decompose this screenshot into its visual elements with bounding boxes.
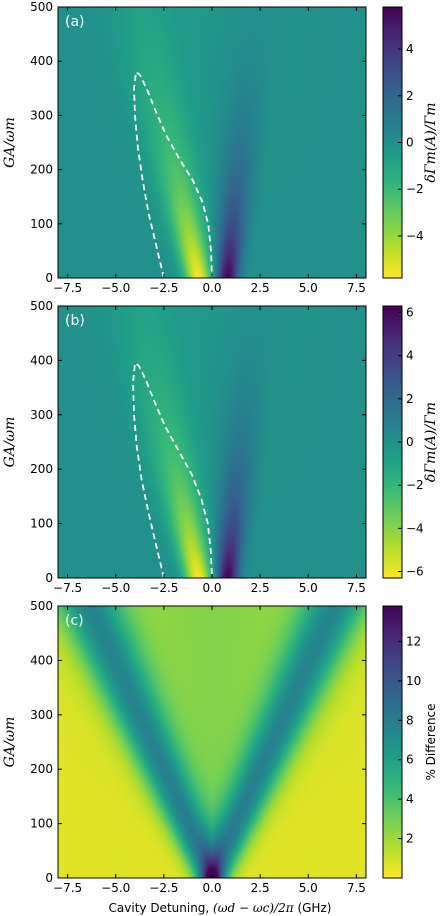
x-tick-label: 7.5: [347, 281, 366, 295]
y-tick-label: 0: [45, 571, 53, 585]
y-tick-label: 200: [30, 762, 53, 776]
panel-label: (c): [65, 613, 84, 629]
y-tick-label: 400: [30, 653, 53, 667]
colorbar-tick-label: 0: [406, 136, 414, 150]
y-axis-label: GA/ωm: [2, 417, 18, 468]
panel-1: −7.5 −5.0 −2.5 0.0 2.5 5.0 7.5 0 100 200 300 400 500…: [2, 0, 439, 295]
x-tick-label: 7.5: [347, 881, 366, 895]
x-tick-label: 0.0: [202, 881, 221, 895]
x-tick-label: 7.5: [347, 581, 366, 595]
colorbar-tick-label: 10: [406, 674, 421, 688]
colorbar-tick-label: 6: [406, 753, 414, 767]
x-tick-label: 0.0: [202, 281, 221, 295]
x-tick-label: −5.0: [101, 881, 130, 895]
colorbar: 2 4 6 8 10 12 % Difference: [382, 605, 438, 879]
x-tick-label: 5.0: [299, 281, 318, 295]
x-tick-label: 2.5: [251, 581, 270, 595]
x-tick-label: −2.5: [149, 281, 178, 295]
panel-2: −7.5 −5.0 −2.5 0.0 2.5 5.0 7.5 0 100 200 300 400 500…: [2, 299, 439, 595]
colorbar-gradient: [382, 605, 403, 879]
colorbar-tick-label: −4: [406, 229, 424, 243]
x-axis-label: Cavity Detuning, (ωd − ωc)/2π (GHz): [109, 901, 332, 915]
colorbar-tick-label: 6: [406, 305, 414, 319]
y-axis-label: GA/ωm: [2, 717, 18, 768]
y-tick-label: 400: [30, 54, 53, 68]
x-axis-label-text: Cavity Detuning,: [109, 901, 214, 915]
panel-label: (b): [65, 313, 85, 329]
colorbar-tick-label: −6: [406, 565, 424, 579]
y-tick-label: 300: [30, 708, 53, 722]
x-tick-label: −7.5: [53, 881, 82, 895]
x-axis-label-unit: (GHz): [294, 901, 332, 915]
x-tick-label: −2.5: [149, 581, 178, 595]
colorbar-tick-label: 4: [406, 42, 414, 56]
y-tick-label: 200: [30, 462, 53, 476]
contour-line: [132, 361, 213, 579]
colorbar-tick-label: 4: [406, 349, 414, 363]
y-tick-label: 100: [30, 517, 53, 531]
colorbar: −6 −4 −2 0 2 4 6 δΓm(A)/Γm: [382, 305, 439, 579]
x-tick-label: 2.5: [251, 881, 270, 895]
colorbar-tick-label: 12: [406, 634, 421, 648]
x-tick-label: −5.0: [101, 581, 130, 595]
heatmap-image: [58, 306, 366, 578]
x-tick-label: 0.0: [202, 581, 221, 595]
y-tick-label: 300: [30, 408, 53, 422]
y-tick-label: 100: [30, 217, 53, 231]
colorbar-label: δΓm(A)/Γm: [423, 402, 439, 482]
panel-label: (a): [65, 14, 85, 30]
colorbar-tick-label: −2: [406, 478, 424, 492]
y-tick-label: 500: [30, 599, 53, 613]
colorbar-tick-label: 0: [406, 435, 414, 449]
x-tick-label: −5.0: [101, 281, 130, 295]
x-axis-label-math: (ωd − ωc)/2π: [213, 901, 295, 915]
colorbar-label: δΓm(A)/Γm: [423, 102, 439, 182]
x-tick-label: −7.5: [53, 281, 82, 295]
heatmap-image: [58, 606, 366, 878]
colorbar-tick-label: 4: [406, 792, 414, 806]
x-tick-label: 5.0: [299, 581, 318, 595]
y-tick-label: 500: [30, 0, 53, 14]
y-tick-label: 300: [30, 108, 53, 122]
colorbar-label: % Difference: [424, 703, 438, 780]
y-tick-label: 200: [30, 163, 53, 177]
colorbar-tick-label: 8: [406, 713, 414, 727]
x-tick-label: −2.5: [149, 881, 178, 895]
panel-3: −7.5 −5.0 −2.5 0.0 2.5 5.0 7.5 0 100 200 300 400 500…: [2, 599, 438, 915]
x-tick-label: 2.5: [251, 281, 270, 295]
heatmap-image: [58, 7, 366, 278]
y-tick-label: 400: [30, 353, 53, 367]
colorbar-tick-label: 2: [406, 832, 414, 846]
x-tick-label: 5.0: [299, 881, 318, 895]
colorbar-tick-label: −2: [406, 182, 424, 196]
y-tick-label: 100: [30, 817, 53, 831]
contour-line: [133, 70, 213, 279]
colorbar: −4 −2 0 2 4 δΓm(A)/Γm: [382, 6, 439, 279]
colorbar-tick-label: 2: [406, 392, 414, 406]
colorbar-tick-label: −4: [406, 521, 424, 535]
y-axis-label: GA/ωm: [2, 117, 18, 168]
y-tick-label: 0: [45, 271, 53, 285]
x-tick-label: −7.5: [53, 581, 82, 595]
y-tick-label: 500: [30, 299, 53, 313]
y-tick-label: 0: [45, 871, 53, 885]
colorbar-tick-label: 2: [406, 89, 414, 103]
